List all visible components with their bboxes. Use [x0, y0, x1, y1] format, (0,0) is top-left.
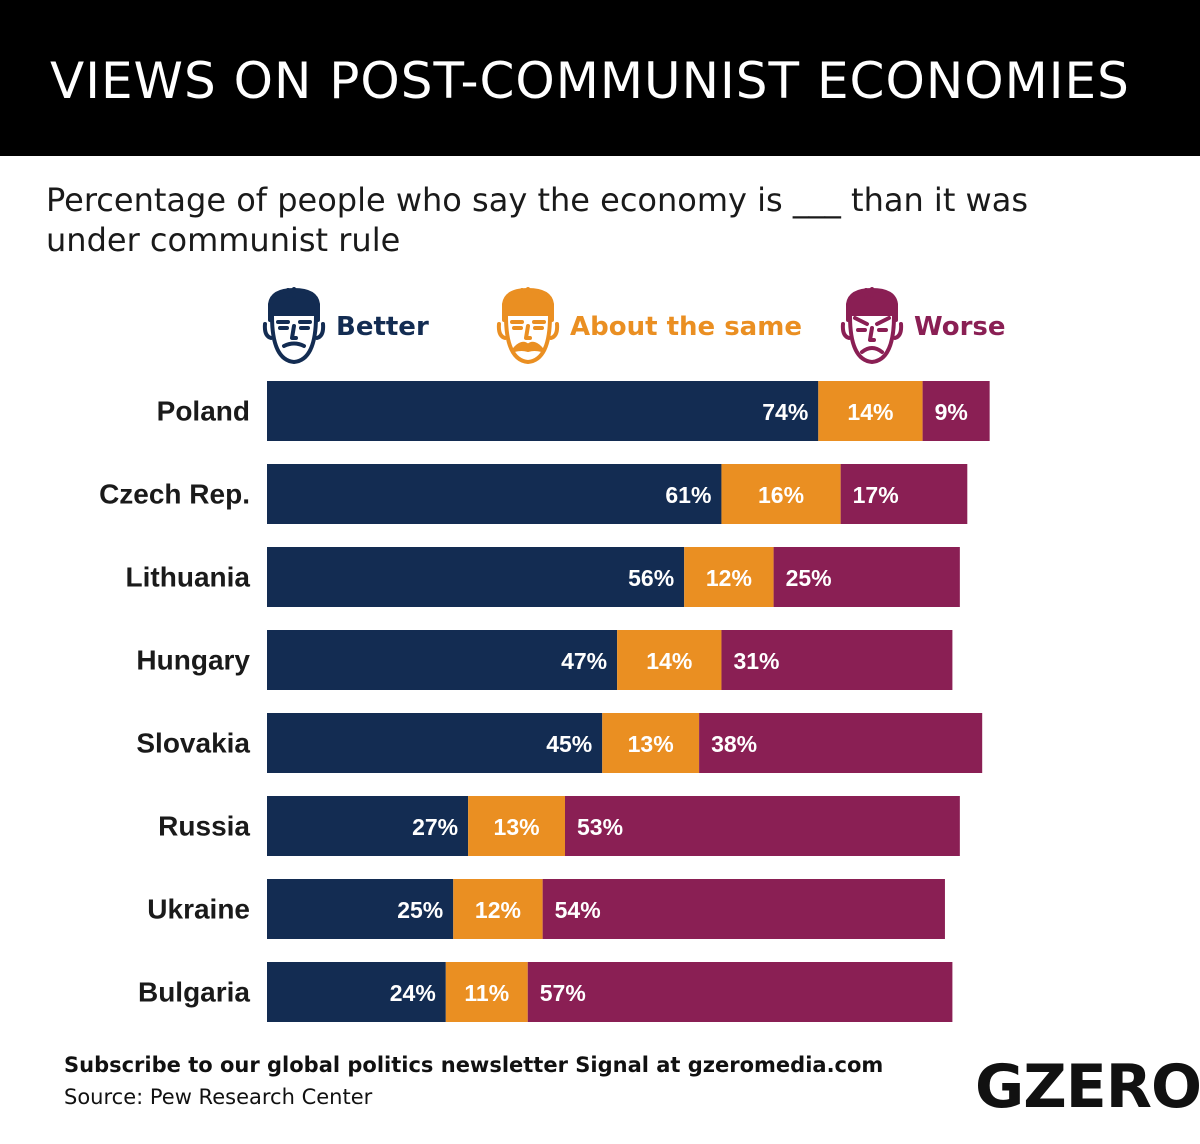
data-label: 12% [475, 897, 521, 923]
stacked-bar-chart: Poland 74% 14% 9% Czech Rep. 61% 16% 17% Lithuan… [99, 381, 990, 1022]
data-label: 11% [464, 980, 509, 1006]
bar-segment [721, 630, 953, 690]
bar-segment [542, 879, 945, 939]
legend-label-about-same: About the same [570, 312, 802, 342]
bar-segment [617, 630, 722, 690]
chart-subtitle: Percentage of people who say the economy… [46, 181, 1028, 259]
data-label: 24% [390, 980, 436, 1006]
data-label: 25% [786, 565, 832, 591]
bar-segment [267, 464, 722, 524]
bar-segment [267, 879, 454, 939]
data-label: 57% [540, 980, 586, 1006]
bar-segment [818, 381, 923, 441]
data-label: 17% [853, 482, 899, 508]
bar-segment [445, 962, 528, 1022]
bar-segment [773, 547, 960, 607]
category-label: Bulgaria [138, 977, 250, 1008]
bar-segment [468, 796, 565, 856]
bar-segment [267, 796, 469, 856]
category-label: Ukraine [147, 894, 250, 925]
bar-segment [699, 713, 983, 773]
legend-label-better: Better [336, 312, 429, 342]
bar-segment [453, 879, 543, 939]
mustache-face-icon [496, 287, 560, 364]
data-label: 16% [758, 482, 804, 508]
bar-segment [267, 381, 819, 441]
angry-face-icon [840, 287, 904, 364]
bar-segment [267, 630, 618, 690]
data-label: 38% [711, 731, 757, 757]
data-label: 13% [494, 814, 540, 840]
bar-segment [684, 547, 774, 607]
data-label: 31% [733, 648, 779, 674]
data-label: 47% [561, 648, 607, 674]
bar-segment [602, 713, 700, 773]
legend-label-worse: Worse [914, 312, 1006, 342]
data-label: 74% [762, 399, 808, 425]
category-label: Czech Rep. [99, 479, 250, 510]
data-label: 14% [847, 399, 893, 425]
data-label: 61% [665, 482, 711, 508]
bar-segment [565, 796, 960, 856]
category-label: Slovakia [136, 728, 250, 759]
bar-segment [721, 464, 841, 524]
page-title: VIEWS ON POST-COMMUNIST ECONOMIES [50, 52, 1130, 110]
data-label: 9% [935, 399, 968, 425]
bar-segment [922, 381, 990, 441]
data-label: 54% [555, 897, 601, 923]
header-banner: VIEWS ON POST-COMMUNIST ECONOMIES [0, 0, 1200, 156]
bar-segment [527, 962, 953, 1022]
bar-segment [267, 962, 446, 1022]
data-label: 56% [628, 565, 674, 591]
bar-segment [840, 464, 968, 524]
category-label: Russia [158, 811, 250, 842]
gzero-logo: GZERO [975, 1052, 1200, 1122]
data-label: 13% [628, 731, 674, 757]
category-label: Hungary [136, 645, 250, 676]
subscribe-note: Subscribe to our global politics newslet… [64, 1053, 884, 1077]
category-label: Poland [157, 396, 250, 427]
category-label: Lithuania [126, 562, 251, 593]
neutral-face-icon [262, 287, 326, 364]
data-label: 12% [706, 565, 752, 591]
source-note: Source: Pew Research Center [64, 1085, 373, 1109]
bar-segment [267, 713, 603, 773]
data-label: 45% [546, 731, 592, 757]
data-label: 14% [646, 648, 692, 674]
bar-segment [267, 547, 685, 607]
data-label: 25% [397, 897, 443, 923]
data-label: 53% [577, 814, 623, 840]
data-label: 27% [412, 814, 458, 840]
